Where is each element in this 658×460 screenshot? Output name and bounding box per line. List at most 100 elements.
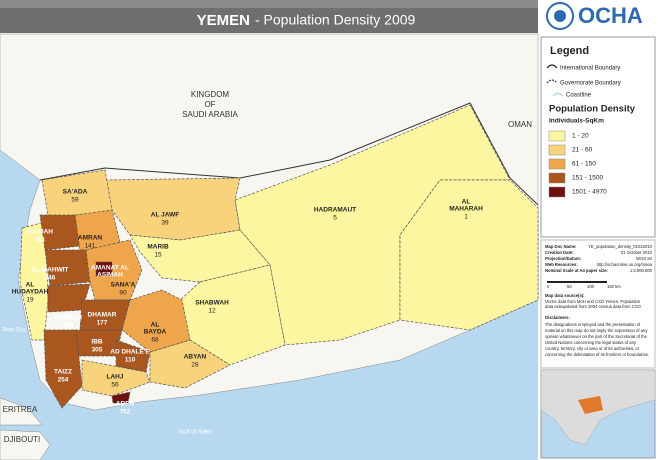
governorate-name: AL [26,282,35,289]
metadata: Map Doc Name: YE_population_density_01022… [545,244,653,357]
disclaimer-text: country, territory, city or area or of i… [545,346,640,351]
gov-boundary-symbol [546,79,558,84]
legend-label: 1 - 20 [572,133,589,140]
meta-key: Nominal Scale at A4 paper size: [545,268,608,273]
aden [111,391,131,404]
governorate-density: 5 [333,215,337,222]
sea-label: Red Sea [2,328,26,334]
country-label: SAUDI ARABIA [182,110,238,119]
disclaimer-text: concerning the delimitation of its front… [545,352,649,357]
governorate-name: ADEN [116,401,135,408]
governorate-name: ABYAN [184,354,207,361]
source-text: Vector data from MoH and CSO Yemen. Popu… [545,299,641,304]
disclaimer-text: The designations employed and the presen… [545,322,641,327]
legend-swatch [548,130,566,142]
title: - Population Density 2009 [255,12,416,28]
governorate-density: 39 [161,220,169,227]
governorate-name: AL [151,322,160,329]
saada [41,169,113,219]
governorate-name: DHAMAR [88,312,117,319]
scale-label: 50 [567,284,572,289]
marib [129,229,271,283]
legend-item: International Boundary [560,66,620,72]
metadata-box [540,239,656,369]
governorate-density: 762 [120,409,131,416]
governorate-name: AMANAT AL [91,265,129,272]
meta-value: 01 October 2010 [621,250,653,255]
governorate-name: AD DHALE'E [110,349,150,356]
legend-label: 151 - 1500 [572,175,603,182]
meta-key: Web Resources: [545,262,578,267]
governorate-density: 90 [119,290,127,297]
governorate-name: MAHARAH [449,206,483,213]
legend-swatch [548,144,566,156]
amanat-al-asimah [95,261,113,277]
lahj [81,359,151,397]
meta-value: YE_population_density_01022010 [588,244,652,249]
taizz [43,329,83,409]
governorate-density: 1 [464,214,468,221]
density-unit: Individuals-SqKm [549,118,604,125]
meta-key: Map Doc Name: [545,244,576,249]
governorate-density: 110 [125,357,136,364]
country-label: OF [204,100,215,109]
title-country: YEMEN [197,12,250,29]
scale-label: 150 km [607,284,621,289]
source-title: Map data source(s): [545,293,585,298]
governorate-name: SANA'A [111,282,136,289]
governorate-name: LAHJ [107,374,124,381]
country-label: ERITREA [3,405,38,414]
eritrea-land [0,397,43,426]
governorate-density: 141 [85,243,96,250]
legend-label: 1501 - 4970 [572,189,607,196]
governorate-name: RAYMAH [54,315,82,322]
governorate-name: MARIB [147,244,169,251]
map: KINGDOM OF SAUDI ARABIA OMAN ERITREA DJI… [0,33,539,460]
scale-label: 100 [587,284,595,289]
legend-swatch [548,186,566,198]
country-label: DJIBOUTI [4,435,40,444]
un-emblem [546,2,574,30]
meta-key: Projection/Datum: [545,256,581,261]
governorate-density: 28 [191,362,199,369]
governorate-density: 68 [151,337,159,344]
scale-bar [547,281,607,283]
governorate-density: 59 [71,197,79,204]
governorate-name: TAIZZ [54,369,72,376]
disclaimer-text: opinion whatsoever on the part of the Se… [545,334,648,339]
density-title: Population Density [549,104,636,115]
meta-value: http://ochaonline.un.org/rosea [597,262,653,267]
governorate-density: 56 [111,382,119,389]
governorate-name: BAYDA [144,329,167,336]
hajjah [39,214,81,251]
legend-label: 61 - 150 [572,161,596,168]
disclaimer-text: material on this map do not imply the ex… [545,328,648,333]
governorate-density: 246 [45,275,56,282]
intl-boundary-symbol [546,64,558,69]
international-boundary [39,102,539,206]
meta-key: Creation Date: [545,250,574,255]
disclaimer-title: Disclaimers: [545,315,570,320]
legend-item: Coastline [566,93,592,99]
governorate-name: HUDAYDAH [12,289,49,296]
governorate-name: IBB [91,339,103,346]
country-label: OMAN [508,120,532,129]
header-band [0,8,538,33]
governorate-density: 248 [63,323,74,330]
al-maharah [399,179,539,331]
source-text: data extrapolated from 2004 census data … [545,304,642,309]
governorate-density: 12 [208,308,216,315]
governorate-density: 254 [58,377,69,384]
legend-label: 21 - 60 [572,147,593,154]
country-label: KINGDOM [191,90,230,99]
meta-value: 1:3,000,000 [630,268,653,273]
governorate-name: AMRAN [78,235,102,242]
inset-yemen [578,396,603,414]
legend-classes: 1 - 20 21 - 60 61 - 150 151 - 1500 1501 - 49… [548,130,607,198]
legend-swatch [548,158,566,170]
abyan [149,339,231,389]
scale-label: 0 [547,284,550,289]
sea-label: Gulf of Aden [178,430,212,436]
